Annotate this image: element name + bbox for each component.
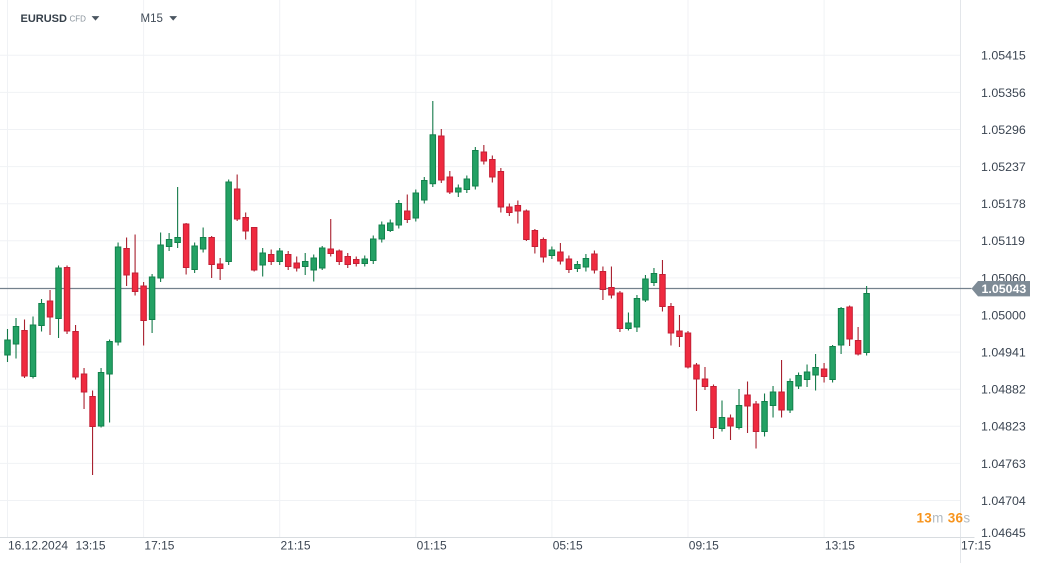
svg-text:16.12.2024: 16.12.2024: [8, 539, 68, 553]
svg-text:13:15: 13:15: [76, 539, 106, 553]
svg-text:1.04941: 1.04941: [981, 346, 1026, 360]
svg-text:13:15: 13:15: [825, 539, 855, 553]
svg-text:1.04704: 1.04704: [981, 494, 1026, 508]
svg-text:1.05296: 1.05296: [981, 123, 1026, 137]
svg-text:EURUSD: EURUSD: [21, 13, 68, 25]
svg-text:1.05178: 1.05178: [981, 197, 1026, 211]
svg-text:1.05000: 1.05000: [981, 308, 1026, 322]
svg-text:1.04645: 1.04645: [981, 526, 1026, 540]
svg-text:17:15: 17:15: [961, 539, 991, 553]
svg-text:09:15: 09:15: [689, 539, 719, 553]
svg-text:01:15: 01:15: [417, 539, 447, 553]
svg-text:1.05119: 1.05119: [981, 234, 1025, 248]
svg-text:1.04882: 1.04882: [981, 383, 1026, 397]
svg-text:1.05415: 1.05415: [981, 49, 1026, 63]
svg-text:CFD: CFD: [70, 14, 87, 23]
svg-text:1.05356: 1.05356: [981, 86, 1026, 100]
svg-text:1.04763: 1.04763: [981, 457, 1026, 471]
svg-text:13m 36s: 13m 36s: [917, 510, 971, 525]
svg-text:1.04823: 1.04823: [981, 420, 1026, 434]
svg-text:21:15: 21:15: [281, 539, 311, 553]
svg-text:M15: M15: [141, 13, 163, 25]
svg-text:1.05237: 1.05237: [981, 160, 1026, 174]
svg-text:05:15: 05:15: [553, 539, 583, 553]
svg-text:1.05043: 1.05043: [982, 282, 1027, 296]
svg-text:17:15: 17:15: [144, 539, 174, 553]
